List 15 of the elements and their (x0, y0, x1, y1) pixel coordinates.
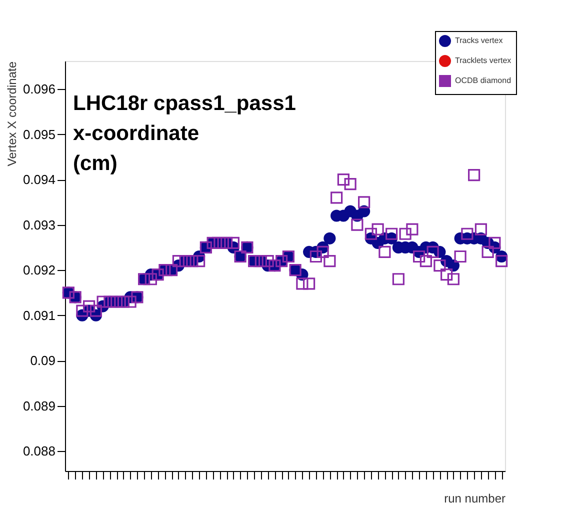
y-tick-label: 0.093 (22, 217, 56, 232)
y-tick-label: 0.094 (22, 172, 56, 188)
y-tick-label: 0.092 (22, 262, 56, 278)
legend-label: Tracklets vertex (455, 56, 512, 65)
legend-label: Tracks vertex (455, 36, 503, 45)
x-axis-title: run number (444, 492, 506, 506)
y-tick-label: 0.09 (30, 353, 56, 368)
y-tick-label: 0.088 (22, 444, 56, 459)
y-tick-label: 0.091 (22, 308, 56, 323)
y-tick-label: 0.089 (22, 398, 56, 414)
text: LHC18r cpass1_pass1 x-coordinate (cm) (73, 92, 296, 175)
y-tick-label: 0.096 (22, 82, 56, 97)
legend-label: OCDB diamond (455, 76, 512, 85)
y-axis-title: Vertex X coordinate (4, 61, 19, 166)
y-tick-label: 0.095 (22, 126, 56, 142)
